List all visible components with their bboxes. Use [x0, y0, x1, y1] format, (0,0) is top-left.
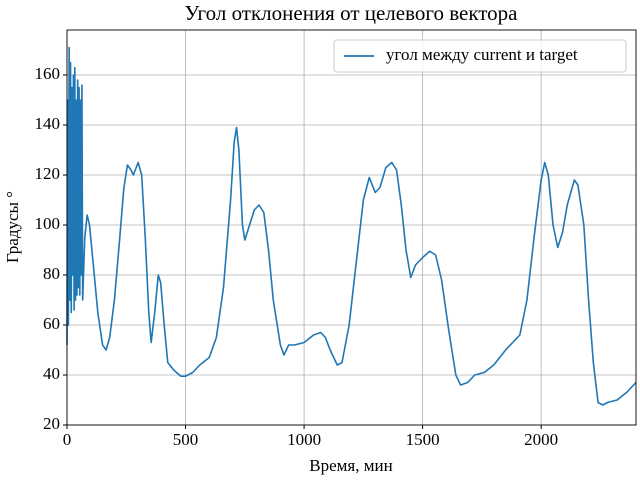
x-tick-label: 1000: [287, 430, 321, 449]
y-tick-label: 140: [35, 114, 61, 133]
plot-frame: [66, 29, 637, 426]
legend-label: угол между current и target: [386, 45, 578, 64]
y-tick-label: 120: [35, 164, 61, 183]
legend-box: [333, 39, 627, 73]
y-tick-label: 160: [35, 64, 61, 83]
y-axis-label: Градусы °: [3, 191, 22, 263]
chart-title: Угол отклонения от целевого вектора: [185, 1, 519, 25]
x-tick-label: 2000: [524, 430, 558, 449]
x-axis-label: Время, мин: [309, 456, 392, 475]
y-tick-label: 80: [43, 264, 60, 283]
x-tick-label: 1500: [406, 430, 440, 449]
x-tick-label: 0: [63, 430, 72, 449]
y-tick-label: 20: [43, 414, 60, 433]
data-line: [66, 46, 637, 406]
y-tick-label: 40: [43, 364, 60, 383]
x-tick-label: 500: [173, 430, 199, 449]
y-tick-label: 60: [43, 314, 60, 333]
y-tick-label: 100: [35, 214, 61, 233]
